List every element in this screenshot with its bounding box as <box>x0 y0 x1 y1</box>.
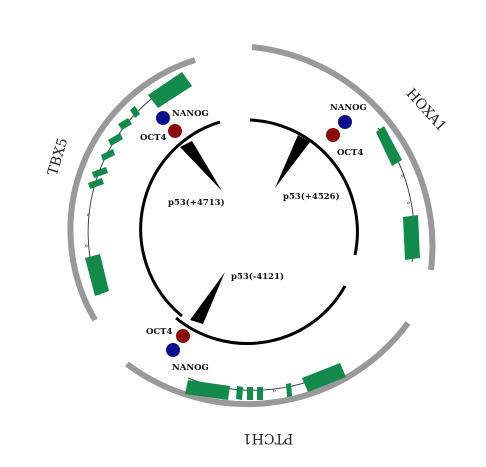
nanog-marker <box>156 111 170 125</box>
oct4-label: OCT4 <box>146 327 172 337</box>
oct4-marker <box>176 329 190 343</box>
gene-label-ptch1: PTCH1 <box>243 430 294 446</box>
nanog-label: NANOG <box>330 103 367 113</box>
p53-site-wedge-4526 <box>275 135 310 188</box>
oct4-marker <box>168 124 182 138</box>
tbx5-exon <box>108 133 123 146</box>
gene-label-tbx5: TBX5 <box>45 136 72 177</box>
site-label-p53-4526: p53(+4526) <box>283 191 340 202</box>
factor-group-right: NANOG OCT4 <box>326 103 367 158</box>
nanog-marker <box>338 115 352 129</box>
ptch1-exon <box>247 387 253 400</box>
hoxa1-strand-arrows: » <box>406 199 410 207</box>
factor-group-left: NANOG OCT4 <box>140 109 209 143</box>
oct4-marker <box>326 128 340 142</box>
site-label-p53-m4121: p53(-4121) <box>231 271 284 282</box>
ptch1-strand-arrows: » <box>272 387 276 395</box>
p53-site-wedge-4713 <box>180 141 222 191</box>
hoxa1-gene-track: » » <box>376 126 420 262</box>
tbx5-exon <box>85 254 109 296</box>
oct4-label: OCT4 <box>140 133 166 143</box>
tbx5-gene-track: » » <box>84 72 192 296</box>
hoxa1-strand-arrows: » <box>400 172 404 180</box>
tbx5-exon <box>130 106 140 118</box>
ptch1-exon <box>257 387 263 400</box>
tbx5-strand-arrows: » <box>84 242 88 250</box>
ptch1-exon <box>286 383 292 397</box>
nanog-label: NANOG <box>172 109 209 119</box>
oct4-label: OCT4 <box>337 148 363 158</box>
tbx5-exon <box>101 149 115 161</box>
tbx5-strand-arrows: » <box>86 211 90 219</box>
ptch1-gene-track: » <box>185 363 346 400</box>
gene-label-hoxa1: HOXA1 <box>403 86 450 135</box>
site-label-p53-4713: p53(+4713) <box>168 197 225 208</box>
p53-site-wedge-m4121 <box>190 272 225 324</box>
ptch1-exon <box>236 386 243 400</box>
hoxa1-exon <box>403 215 420 260</box>
nanog-marker <box>166 343 180 357</box>
nanog-label: NANOG <box>172 363 209 373</box>
inner-arc-left <box>141 122 220 316</box>
tbx5-outer-arc <box>70 60 195 320</box>
